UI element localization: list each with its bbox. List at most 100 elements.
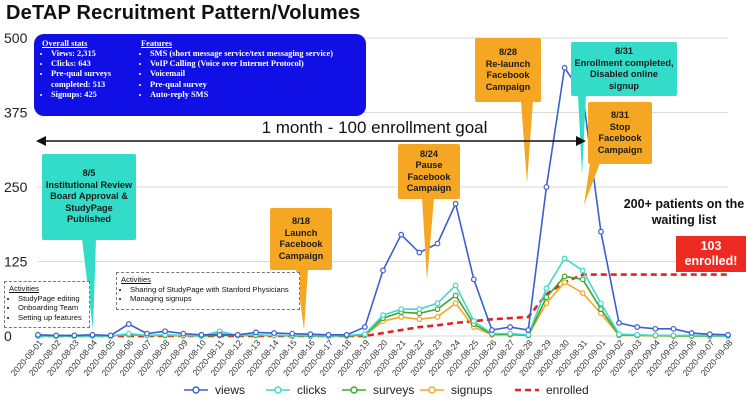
activities-box-2: Activities Sharing of StudyPage with Sta…: [116, 272, 300, 310]
views-point: [234, 331, 241, 338]
callout-irb-approval: 8/5 Institutional Review Board Approval …: [42, 154, 136, 240]
clicks-point: [398, 306, 405, 313]
y-tick-label: 0: [4, 328, 12, 344]
clicks-point: [470, 318, 477, 325]
views-point: [380, 267, 386, 274]
clicks-point: [125, 330, 132, 337]
callout-stop-campaign: 8/31 Stop Facebook Campaign: [588, 102, 652, 164]
feature-item: Pre-qual survey: [150, 80, 363, 90]
pointer-completed: [578, 95, 586, 175]
views-point: [252, 329, 259, 336]
legend-item-surveys: surveys: [342, 383, 414, 397]
pointer-relaunch: [521, 101, 533, 183]
chart-title: DeTAP Recruitment Pattern/Volumes: [6, 2, 361, 24]
legend-label: clicks: [297, 383, 326, 397]
signups-point: [579, 290, 586, 296]
activity-item: Setting up features: [18, 313, 85, 323]
signups-point: [561, 279, 568, 286]
views-point: [398, 231, 405, 238]
feature-item: Voicemail: [150, 69, 363, 79]
views-point: [688, 330, 695, 336]
views-point: [543, 184, 550, 190]
feature-item: SMS (short message service/text messagin…: [150, 49, 363, 59]
views-point: [634, 324, 641, 330]
surveys-point: [452, 292, 459, 299]
pointer-pause: [422, 198, 434, 280]
activities-header: Activities: [121, 275, 151, 284]
views-point: [144, 330, 150, 337]
surveys-point: [434, 306, 441, 313]
views-point: [452, 200, 459, 207]
activities-box-1: Activities StudyPage editing Onboarding …: [4, 281, 90, 328]
surveys-point: [561, 273, 568, 280]
views-point: [125, 321, 132, 327]
features-list: Features SMS (short message service/text…: [141, 39, 363, 100]
stats-box: Overall stats Views: 2,315 Clicks: 643 P…: [34, 34, 366, 116]
legend-item-enrolled: enrolled: [515, 383, 589, 397]
goal-arrow-left-head: [36, 136, 46, 146]
views-point: [361, 324, 368, 330]
views-point: [725, 331, 731, 338]
views-point: [53, 332, 60, 339]
callout-launch-campaign: 8/18 Launch Facebook Campaign: [270, 208, 332, 270]
x-tick-labels: 2020-08-012020-08-022020-08-032020-08-04…: [9, 338, 735, 378]
clicks-point: [579, 267, 586, 274]
y-tick-label: 250: [4, 179, 28, 195]
views-point: [289, 330, 296, 337]
clicks-point: [380, 312, 386, 319]
views-point: [489, 327, 495, 333]
series-layer: [35, 64, 731, 339]
goal-arrow: [36, 136, 586, 146]
surveys-point: [543, 294, 550, 301]
callout-text: 8/28 Re-launch Facebook Campaign: [485, 47, 531, 92]
activity-item: Onboarding Team: [18, 303, 85, 313]
waiting-list-note: 200+ patients on the waiting list: [623, 197, 745, 227]
overall-stat-item: Pre-qual surveys completed: 513: [51, 69, 134, 89]
views-point: [89, 331, 96, 338]
clicks-point: [434, 300, 441, 307]
legend-item-clicks: clicks: [266, 383, 326, 397]
surveys-point: [597, 306, 604, 313]
overall-stat-item: Views: 2,315: [51, 49, 134, 59]
legend-marker: [428, 386, 436, 394]
legend-marker: [274, 386, 282, 394]
feature-item: Auto-reply SMS: [150, 90, 363, 100]
y-tick-label: 500: [4, 30, 28, 46]
views-point: [343, 331, 350, 338]
legend-label: surveys: [373, 383, 414, 397]
callout-text: 8/31 Enrollment completed, Disabled onli…: [574, 46, 674, 91]
callout-pause-campaign: 8/24 Pause Facebook Campaign: [398, 144, 460, 199]
legend-item-signups: signups: [420, 383, 492, 397]
callout-text: 8/18 Launch Facebook Campaign: [278, 216, 324, 261]
pointer-stop: [584, 163, 600, 205]
goal-arrow-right-head: [576, 136, 586, 146]
views-point: [198, 331, 205, 338]
legend-marker: [192, 386, 200, 394]
views-point: [162, 328, 169, 335]
views-point: [107, 332, 114, 339]
clicks-point: [670, 332, 677, 339]
signups-point: [416, 316, 423, 323]
views-point: [561, 64, 568, 71]
views-point: [616, 319, 622, 326]
views-point: [670, 325, 677, 332]
views-point: [470, 276, 477, 283]
clicks-point: [652, 332, 659, 339]
overall-stats: Overall stats Views: 2,315 Clicks: 643 P…: [42, 39, 134, 100]
activity-item: StudyPage editing: [18, 294, 85, 304]
views-point: [271, 330, 277, 336]
clicks-point: [507, 330, 514, 337]
callout-text: 8/24 Pause Facebook Campaign: [406, 148, 452, 194]
series-views: [35, 64, 731, 339]
activity-item: Sharing of StudyPage with Stanford Physi…: [130, 285, 295, 295]
overall-stat-item: Signups: 425: [51, 90, 134, 100]
callout-relaunch-campaign: 8/28 Re-launch Facebook Campaign: [475, 38, 541, 102]
views-point: [325, 331, 332, 338]
y-tick-labels: 0 125 250 375 500: [4, 30, 28, 344]
enrolled-badge: 103 enrolled!: [676, 236, 746, 272]
legend-marker: [350, 386, 358, 394]
views-point: [35, 331, 41, 338]
overall-stats-header: Overall stats: [42, 39, 88, 48]
views-point: [597, 228, 604, 235]
feature-item: VoIP Calling (Voice over Internet Protoc…: [150, 59, 363, 69]
